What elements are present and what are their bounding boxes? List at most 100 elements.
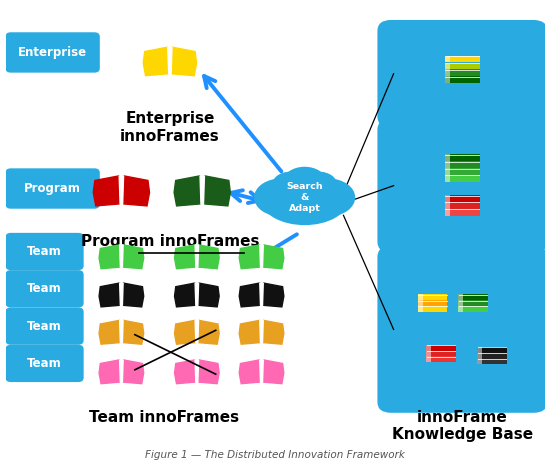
FancyBboxPatch shape	[426, 351, 455, 357]
FancyBboxPatch shape	[445, 168, 480, 175]
Text: Enterprise
innoFrames: Enterprise innoFrames	[120, 111, 220, 144]
Polygon shape	[262, 360, 284, 383]
FancyBboxPatch shape	[377, 246, 547, 413]
Ellipse shape	[283, 167, 327, 197]
Polygon shape	[122, 283, 144, 307]
Text: Figure 1 — The Distributed Innovation Framework: Figure 1 — The Distributed Innovation Fr…	[145, 450, 405, 460]
Polygon shape	[195, 283, 199, 306]
FancyBboxPatch shape	[418, 294, 422, 300]
Polygon shape	[170, 47, 196, 76]
FancyBboxPatch shape	[6, 308, 84, 345]
Polygon shape	[174, 360, 197, 383]
FancyBboxPatch shape	[445, 175, 450, 182]
FancyBboxPatch shape	[418, 294, 448, 300]
Polygon shape	[174, 283, 197, 307]
FancyBboxPatch shape	[445, 154, 480, 161]
Polygon shape	[197, 245, 219, 269]
FancyBboxPatch shape	[458, 300, 488, 306]
Polygon shape	[202, 176, 230, 206]
FancyBboxPatch shape	[445, 56, 450, 62]
FancyBboxPatch shape	[426, 351, 431, 357]
FancyBboxPatch shape	[458, 306, 463, 312]
FancyBboxPatch shape	[445, 209, 480, 216]
Polygon shape	[119, 176, 124, 204]
FancyBboxPatch shape	[445, 161, 480, 168]
FancyBboxPatch shape	[477, 359, 507, 365]
FancyBboxPatch shape	[377, 119, 547, 253]
Polygon shape	[120, 320, 123, 343]
FancyBboxPatch shape	[458, 306, 488, 312]
Polygon shape	[239, 245, 262, 269]
FancyBboxPatch shape	[377, 20, 547, 128]
Polygon shape	[122, 245, 144, 269]
FancyBboxPatch shape	[445, 195, 480, 202]
FancyBboxPatch shape	[445, 62, 450, 69]
Polygon shape	[120, 245, 123, 267]
Polygon shape	[122, 320, 144, 344]
FancyBboxPatch shape	[426, 356, 431, 362]
Text: Program innoFrames: Program innoFrames	[81, 234, 259, 249]
FancyBboxPatch shape	[445, 161, 450, 168]
FancyBboxPatch shape	[445, 69, 450, 76]
FancyBboxPatch shape	[445, 154, 450, 161]
Polygon shape	[262, 283, 284, 307]
FancyBboxPatch shape	[418, 300, 422, 306]
Ellipse shape	[254, 178, 309, 217]
Polygon shape	[260, 283, 263, 306]
Polygon shape	[200, 176, 205, 204]
Polygon shape	[239, 283, 262, 307]
FancyBboxPatch shape	[445, 76, 450, 83]
FancyBboxPatch shape	[445, 69, 480, 76]
FancyBboxPatch shape	[426, 345, 431, 351]
Text: Team innoFrames: Team innoFrames	[90, 410, 240, 425]
Polygon shape	[197, 283, 219, 307]
Polygon shape	[174, 320, 197, 344]
Polygon shape	[262, 245, 284, 269]
Polygon shape	[120, 283, 123, 306]
Text: Team: Team	[27, 282, 62, 295]
FancyBboxPatch shape	[477, 347, 482, 353]
FancyBboxPatch shape	[6, 168, 100, 209]
Text: Team: Team	[27, 357, 62, 370]
FancyBboxPatch shape	[6, 32, 100, 73]
FancyBboxPatch shape	[6, 270, 84, 308]
FancyBboxPatch shape	[445, 195, 450, 202]
FancyBboxPatch shape	[418, 306, 422, 312]
FancyBboxPatch shape	[418, 306, 448, 312]
Polygon shape	[260, 360, 263, 383]
Polygon shape	[120, 360, 123, 383]
Polygon shape	[143, 47, 170, 76]
Ellipse shape	[261, 175, 348, 225]
FancyBboxPatch shape	[458, 294, 488, 300]
Polygon shape	[195, 360, 199, 383]
FancyBboxPatch shape	[458, 294, 463, 300]
Polygon shape	[195, 320, 199, 343]
Polygon shape	[122, 360, 144, 383]
FancyBboxPatch shape	[426, 345, 455, 351]
FancyBboxPatch shape	[445, 168, 450, 175]
Ellipse shape	[272, 172, 309, 197]
Polygon shape	[239, 320, 262, 344]
FancyBboxPatch shape	[477, 347, 507, 353]
Polygon shape	[99, 360, 122, 383]
FancyBboxPatch shape	[445, 62, 480, 69]
Polygon shape	[99, 245, 122, 269]
Polygon shape	[239, 360, 262, 383]
Text: Team: Team	[27, 245, 62, 258]
FancyBboxPatch shape	[477, 353, 507, 359]
FancyBboxPatch shape	[6, 233, 84, 270]
Polygon shape	[122, 176, 150, 206]
FancyBboxPatch shape	[477, 359, 482, 365]
FancyBboxPatch shape	[445, 202, 450, 209]
FancyBboxPatch shape	[458, 300, 463, 306]
Polygon shape	[260, 245, 263, 267]
Polygon shape	[197, 360, 219, 383]
Polygon shape	[197, 320, 219, 344]
Text: Program: Program	[24, 182, 81, 195]
Polygon shape	[174, 245, 197, 269]
FancyBboxPatch shape	[445, 209, 450, 216]
Text: Team: Team	[27, 320, 62, 333]
FancyBboxPatch shape	[418, 300, 448, 306]
Polygon shape	[168, 47, 172, 74]
FancyBboxPatch shape	[6, 345, 84, 382]
